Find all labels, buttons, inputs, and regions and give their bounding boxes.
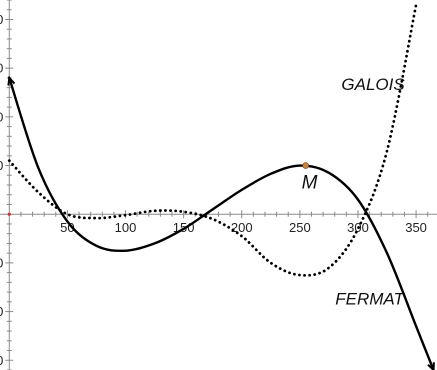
y-tick-label: 10: [0, 158, 3, 173]
y-tick-label: 40: [0, 12, 3, 27]
y-tick-label: 30: [0, 61, 3, 76]
x-tick-label: 250: [289, 220, 311, 235]
point-m-label: M: [302, 173, 318, 194]
series-fermat-start-arrow: [7, 75, 16, 86]
y-tick-label: -10: [0, 255, 3, 270]
curves: [7, 3, 435, 370]
x-tick-label: 200: [231, 220, 253, 235]
x-tick-label: 50: [60, 220, 74, 235]
x-tick-label: 100: [115, 220, 137, 235]
y-tick-label: -20: [0, 304, 3, 319]
series-galois-line: [7, 3, 418, 277]
y-tick-label: 20: [0, 109, 3, 124]
origin-point: [7, 212, 11, 216]
x-tick-label: 350: [405, 220, 427, 235]
series-fermat-line: [8, 76, 435, 370]
point-m-marker: [302, 162, 309, 169]
y-tick-label: -30: [0, 353, 3, 368]
annotations: M GALOIS FERMAT: [302, 75, 406, 308]
curve-label-fermat: FERMAT: [335, 289, 405, 308]
series-fermat-end-arrow: [427, 362, 435, 370]
curve-label-galois: GALOIS: [341, 75, 405, 94]
